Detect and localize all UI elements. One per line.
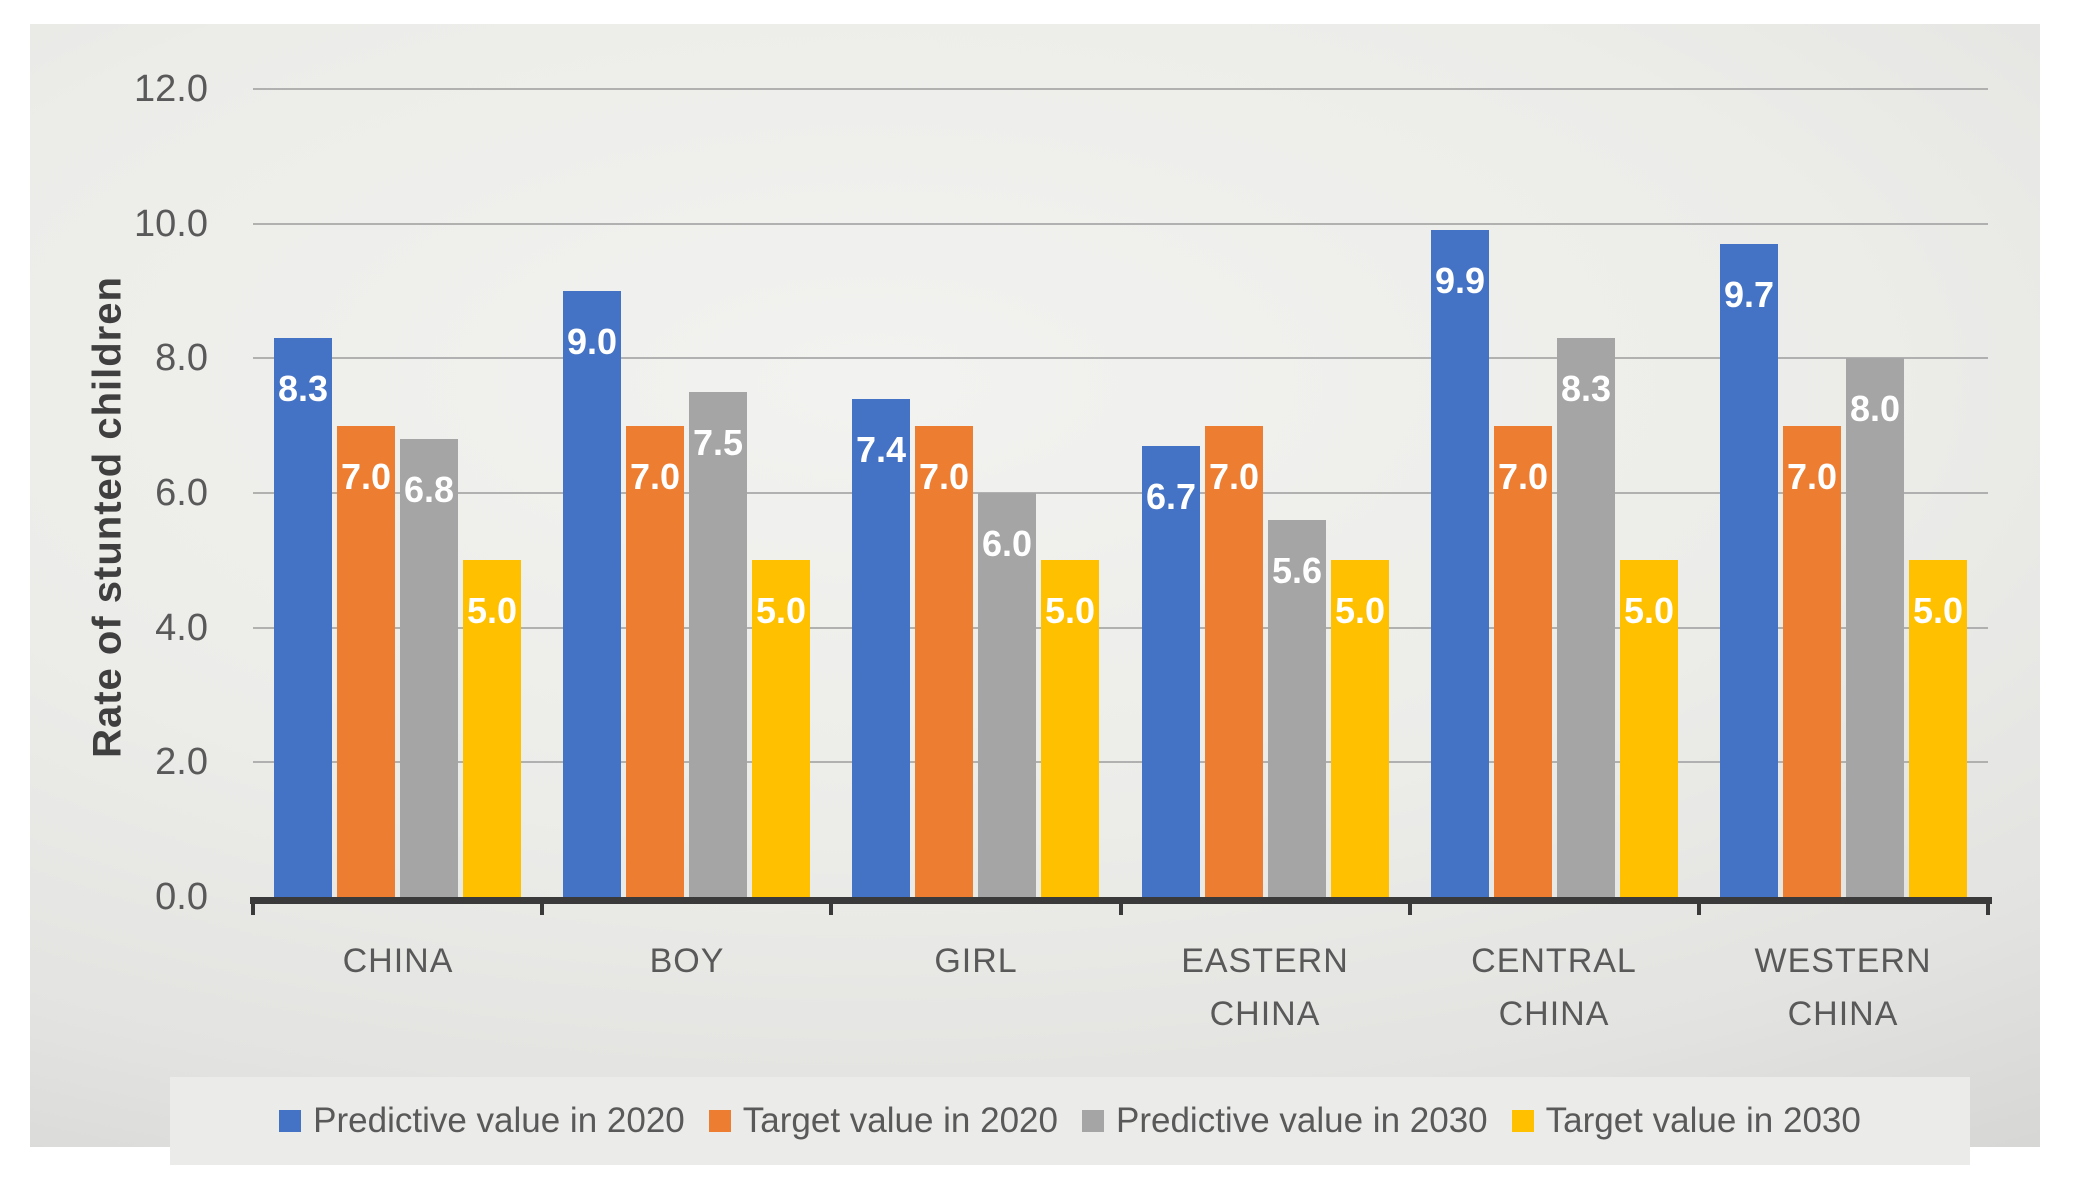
- y-tick-label: 0.0: [155, 876, 208, 918]
- legend-item: Predictive value in 2030: [1082, 1101, 1488, 1141]
- bar-value-label: 7.0: [1786, 456, 1838, 497]
- y-tick-label: 2.0: [155, 741, 208, 783]
- x-axis-tick: [1408, 897, 1412, 915]
- bar: [1431, 230, 1489, 897]
- legend-swatch: [1511, 1110, 1534, 1132]
- x-axis-tick: [540, 897, 544, 915]
- bar-value-label: 7.4: [855, 429, 907, 470]
- bar-value-label: 9.9: [1434, 260, 1486, 301]
- bar-value-label: 5.0: [755, 590, 807, 631]
- gridline: [253, 88, 1988, 90]
- legend-item: Target value in 2030: [1511, 1101, 1861, 1141]
- bar: [1620, 560, 1678, 897]
- x-axis-tick: [829, 897, 833, 915]
- bar-value-label: 6.7: [1145, 476, 1197, 517]
- bar: [1846, 358, 1904, 897]
- y-tick-label: 12.0: [134, 68, 208, 110]
- bar-value-label: 6.0: [981, 523, 1033, 564]
- legend-item: Target value in 2020: [708, 1101, 1058, 1141]
- bar: [400, 439, 458, 897]
- bar: [463, 560, 521, 897]
- bar: [1142, 446, 1200, 897]
- bar-value-label: 8.3: [1560, 368, 1612, 409]
- bar: [1268, 520, 1326, 897]
- bar-value-label: 5.0: [1044, 590, 1096, 631]
- bar-value-label: 7.5: [692, 422, 744, 463]
- legend: Predictive value in 2020 Target value in …: [170, 1077, 1970, 1165]
- bar-value-label: 8.3: [277, 368, 329, 409]
- y-tick-label: 4.0: [155, 607, 208, 649]
- legend-label: Predictive value in 2020: [313, 1101, 685, 1140]
- bar-value-label: 7.0: [1208, 456, 1260, 497]
- bar-value-label: 5.0: [466, 590, 518, 631]
- bar-value-label: 7.0: [1497, 456, 1549, 497]
- bar: [563, 291, 621, 897]
- bar: [978, 493, 1036, 897]
- bar: [1909, 560, 1967, 897]
- bar: [1783, 426, 1841, 897]
- bar: [274, 338, 332, 897]
- bar: [1557, 338, 1615, 897]
- y-tick-label: 8.0: [155, 337, 208, 379]
- x-axis-tick: [1697, 897, 1701, 915]
- category-label: WESTERN CHINA: [1754, 942, 1932, 1033]
- bar-value-label: 5.6: [1271, 550, 1323, 591]
- bar-value-label: 9.0: [566, 321, 618, 362]
- gridline: [253, 761, 1988, 763]
- bar: [1494, 426, 1552, 897]
- x-axis-tick: [251, 897, 255, 915]
- bar-value-label: 9.7: [1723, 274, 1775, 315]
- bar: [1041, 560, 1099, 897]
- bar: [915, 426, 973, 897]
- legend-swatch: [708, 1110, 731, 1132]
- legend-item: Predictive value in 2020: [279, 1101, 685, 1141]
- gridline: [253, 223, 1988, 225]
- bar-value-label: 8.0: [1849, 388, 1901, 429]
- legend-swatch: [279, 1110, 302, 1132]
- bar: [337, 426, 395, 897]
- bar-value-label: 7.0: [629, 456, 681, 497]
- chart-panel: Rate of stunted children 0.0 2.0 4.0 6.0 8.0…: [30, 24, 2040, 1165]
- bar: [1720, 244, 1778, 897]
- gridline: [253, 492, 1988, 494]
- bar-value-label: 7.0: [340, 456, 392, 497]
- bar: [852, 399, 910, 897]
- bar-value-label: 5.0: [1623, 590, 1675, 631]
- y-tick-label: 10.0: [134, 203, 208, 245]
- bar: [689, 392, 747, 897]
- category-label: EASTERN CHINA: [1181, 942, 1349, 1033]
- category-label: CENTRAL CHINA: [1471, 942, 1637, 1033]
- category-label: CHINA: [342, 942, 454, 980]
- bar: [1331, 560, 1389, 897]
- legend-swatch: [1082, 1110, 1104, 1132]
- bar-value-label: 5.0: [1334, 590, 1386, 631]
- x-axis-tick: [1986, 897, 1990, 915]
- bar: [752, 560, 810, 897]
- legend-label: Target value in 2030: [1545, 1101, 1861, 1140]
- bar: [626, 426, 684, 897]
- gridline: [253, 357, 1988, 359]
- y-tick-label: 6.0: [155, 472, 208, 514]
- x-axis-tick: [1119, 897, 1123, 915]
- bar-value-label: 5.0: [1912, 590, 1964, 631]
- bar-value-label: 6.8: [403, 469, 455, 510]
- legend-label: Target value in 2020: [742, 1101, 1058, 1140]
- bar: [1205, 426, 1263, 897]
- gridline: [253, 627, 1988, 629]
- category-label: GIRL: [934, 942, 1018, 980]
- legend-label: Predictive value in 2030: [1116, 1101, 1488, 1140]
- category-label: BOY: [649, 942, 725, 980]
- bar-value-label: 7.0: [918, 456, 970, 497]
